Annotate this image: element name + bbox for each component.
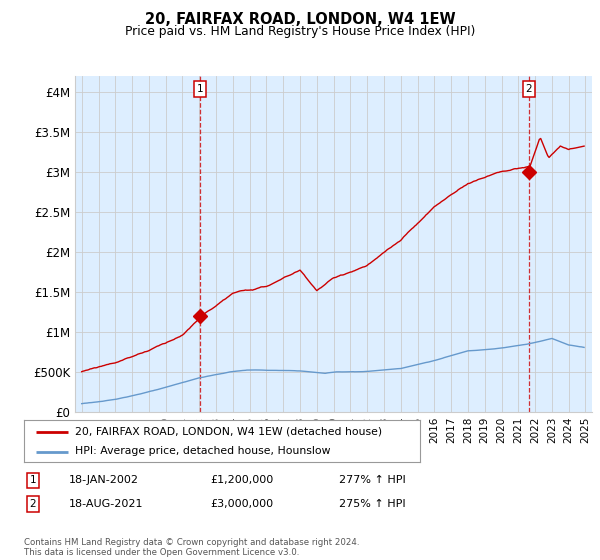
Text: 1: 1 — [29, 475, 37, 486]
Text: Price paid vs. HM Land Registry's House Price Index (HPI): Price paid vs. HM Land Registry's House … — [125, 25, 475, 38]
Text: 18-JAN-2002: 18-JAN-2002 — [69, 475, 139, 486]
Text: £1,200,000: £1,200,000 — [210, 475, 273, 486]
Text: 2: 2 — [526, 84, 532, 94]
Text: 277% ↑ HPI: 277% ↑ HPI — [339, 475, 406, 486]
Text: £3,000,000: £3,000,000 — [210, 499, 273, 509]
Text: 275% ↑ HPI: 275% ↑ HPI — [339, 499, 406, 509]
Text: 20, FAIRFAX ROAD, LONDON, W4 1EW (detached house): 20, FAIRFAX ROAD, LONDON, W4 1EW (detach… — [76, 427, 383, 437]
Text: 2: 2 — [29, 499, 37, 509]
Text: 20, FAIRFAX ROAD, LONDON, W4 1EW: 20, FAIRFAX ROAD, LONDON, W4 1EW — [145, 12, 455, 27]
Text: HPI: Average price, detached house, Hounslow: HPI: Average price, detached house, Houn… — [76, 446, 331, 456]
Text: 18-AUG-2021: 18-AUG-2021 — [69, 499, 143, 509]
Text: Contains HM Land Registry data © Crown copyright and database right 2024.
This d: Contains HM Land Registry data © Crown c… — [24, 538, 359, 557]
Text: 1: 1 — [197, 84, 203, 94]
